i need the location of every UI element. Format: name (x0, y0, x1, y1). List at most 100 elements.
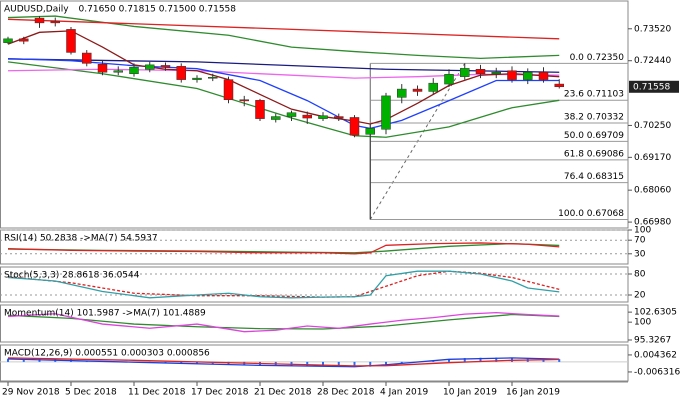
candle-body (349, 117, 360, 136)
candle-body (475, 69, 486, 74)
panel-frame (0, 344, 629, 382)
price-marker-box (629, 80, 679, 93)
y-tick-label: 0.004362 (634, 350, 677, 360)
histogram-bar (353, 361, 356, 367)
candle-body (444, 74, 454, 85)
x-tick-label: 28 Dec 2018 (317, 388, 375, 398)
candle-body (3, 38, 13, 43)
x-tick-label: 21 Dec 2018 (254, 388, 312, 398)
candle-body (334, 116, 344, 119)
x-tick-label: 16 Jan 2019 (506, 388, 560, 398)
candle-body (318, 115, 328, 119)
candle-body (507, 70, 517, 80)
candle-body (208, 77, 218, 79)
candle-body (538, 71, 549, 80)
x-tick-label: 4 Jan 2019 (380, 388, 428, 398)
y-tick-label: 0.66980 (634, 218, 671, 228)
candle-body (192, 77, 202, 80)
histogram-bar (448, 359, 450, 362)
candle-body (176, 66, 186, 80)
candle-body (145, 64, 155, 70)
y-tick-label: 0.70250 (634, 121, 671, 131)
candle-body (523, 71, 533, 80)
panel-subtitle: 0.71650 0.71815 0.71500 0.71558 (79, 5, 237, 15)
x-tick-label: 5 Dec 2018 (65, 388, 117, 398)
fib-label: 0.0 0.72350 (570, 53, 625, 63)
y-tick-label: 0.73520 (634, 24, 671, 34)
panel-frame (0, 266, 629, 303)
histogram-bar (337, 361, 340, 367)
candle-body (223, 79, 234, 100)
fib-label: 100.0 0.67068 (558, 209, 624, 219)
fib-label: 38.2 0.70332 (564, 113, 624, 123)
y-tick-label: 70 (634, 236, 646, 246)
y-tick-label: 102.6305 (634, 308, 677, 318)
candle-body (19, 38, 29, 42)
histogram-bar (22, 359, 25, 362)
indicator-line (7, 15, 560, 59)
candle-body (286, 112, 297, 117)
panel-frame (0, 304, 629, 343)
panel-title: Stoch(5,3,3) 28.8618 36.0544 (4, 271, 140, 281)
candle-body (302, 114, 312, 119)
y-tick-label: 0.68060 (634, 186, 671, 196)
candle-body (365, 128, 375, 135)
candle-body (491, 71, 501, 74)
y-tick-label: 20 (634, 291, 646, 301)
histogram-bar (322, 361, 324, 367)
candle-body (255, 100, 265, 119)
y-tick-label: -0.006316 (634, 367, 680, 377)
indicator-line (7, 57, 560, 130)
x-tick-label: 17 Dec 2018 (191, 388, 249, 398)
histogram-bar (558, 359, 561, 362)
histogram-bar (7, 358, 9, 362)
y-tick-label: 100 (634, 226, 651, 236)
candle-body (460, 68, 470, 77)
y-tick-label: 30 (634, 249, 646, 259)
candle-body (239, 99, 249, 102)
candle-body (428, 82, 438, 92)
panel-frame (0, 229, 629, 265)
histogram-bar (400, 361, 403, 364)
panel-title: AUDUSD,Daily (4, 5, 69, 15)
price-marker-label: 0.71558 (633, 82, 670, 92)
candle-body (412, 88, 423, 92)
panel-title: Momentum(14) 101.5987 ->MA(7) 101.4889 (4, 309, 206, 319)
x-tick-label: 10 Jan 2019 (443, 388, 497, 398)
fib-label: 50.0 0.69709 (564, 131, 624, 141)
fib-label: 61.8 0.69086 (564, 149, 624, 159)
y-tick-label: 0.72440 (634, 56, 671, 66)
x-tick-label: 11 Dec 2018 (128, 388, 186, 398)
candle-body (97, 64, 108, 73)
panel-frame (0, 0, 629, 229)
histogram-bar (479, 357, 482, 362)
histogram-bar (306, 361, 309, 367)
candle-body (50, 20, 60, 24)
indicator-line (7, 242, 560, 255)
indicator-line (7, 18, 560, 40)
candle-body (129, 66, 139, 74)
candle-body (82, 52, 92, 64)
y-tick-label: 100 (634, 318, 651, 328)
histogram-bar (369, 361, 372, 367)
histogram-bar (196, 361, 198, 364)
candle-body (381, 95, 391, 130)
indicator-line (7, 270, 560, 299)
candle-body (271, 116, 281, 120)
x-tick-label: 29 Nov 2018 (2, 388, 60, 398)
y-tick-label: 95.3267 (634, 335, 671, 345)
fib-label: 23.6 0.71103 (564, 90, 624, 100)
candle-body (66, 29, 76, 53)
y-tick-label: 0.69170 (634, 153, 671, 163)
indicator-line (7, 357, 560, 367)
histogram-bar (495, 357, 498, 362)
candle-body (113, 70, 123, 73)
histogram-bar (180, 361, 183, 364)
candle-body (160, 65, 171, 68)
indicator-line (7, 313, 560, 330)
candle-body (34, 17, 45, 24)
fib-label: 76.4 0.68315 (564, 172, 624, 182)
candle-body (554, 83, 564, 88)
indicator-line (7, 58, 560, 73)
